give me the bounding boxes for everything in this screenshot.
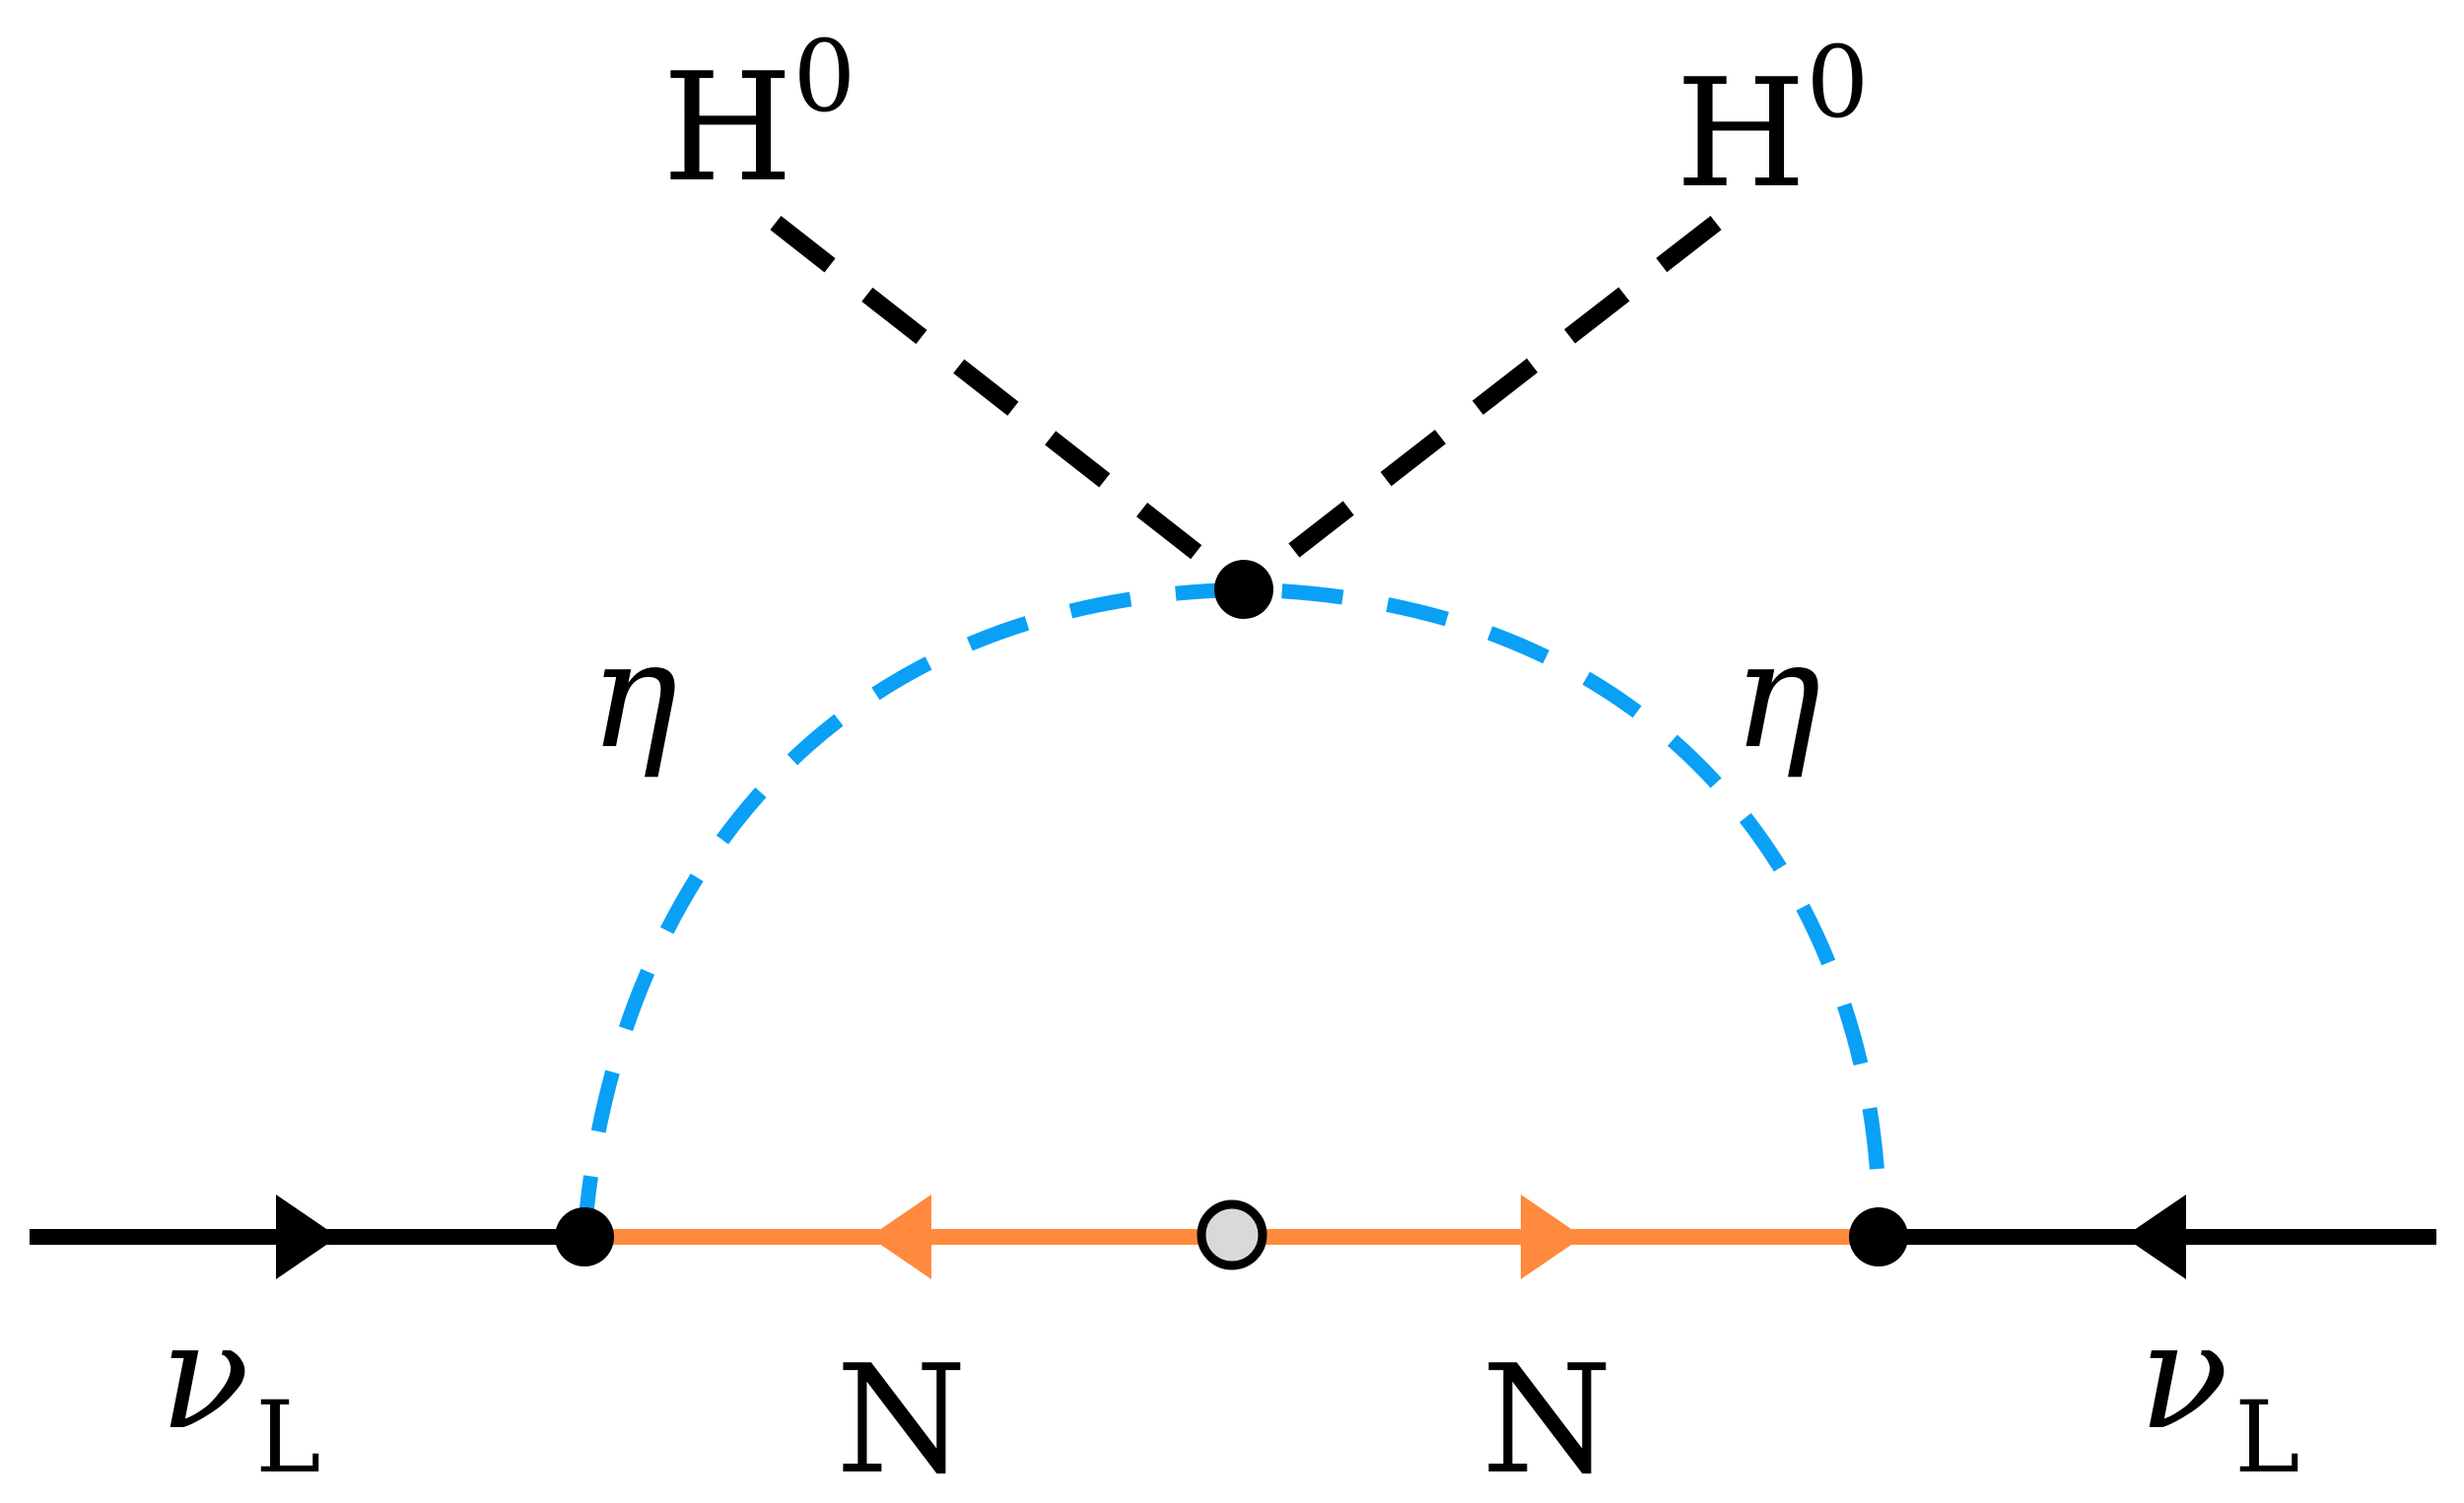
n-label-right: N [1481, 1332, 1612, 1503]
higgs-label-right: H0 [1676, 25, 1869, 221]
higgs-label-left: H0 [662, 19, 856, 215]
nu-label-right: νL [2139, 1291, 2300, 1495]
higgs-line-left [766, 212, 1250, 597]
n-arrow-right [1521, 1195, 1583, 1279]
vertex-right [1849, 1207, 1908, 1266]
vertex-left [555, 1207, 614, 1266]
eta-label-right: η [1733, 610, 1821, 782]
nu-arrow-right [2124, 1195, 2186, 1279]
n-label-left: N [836, 1332, 967, 1503]
nu-label-left: νL [160, 1291, 321, 1495]
n-arrow-left [869, 1195, 931, 1279]
eta-label-left: η [589, 610, 678, 782]
nu-arrow-left [276, 1195, 338, 1279]
vertex-top [1214, 560, 1273, 619]
eta-scalar-loop [577, 581, 1886, 1238]
higgs-line-right [1238, 212, 1726, 597]
mass-insertion [1197, 1199, 1267, 1270]
